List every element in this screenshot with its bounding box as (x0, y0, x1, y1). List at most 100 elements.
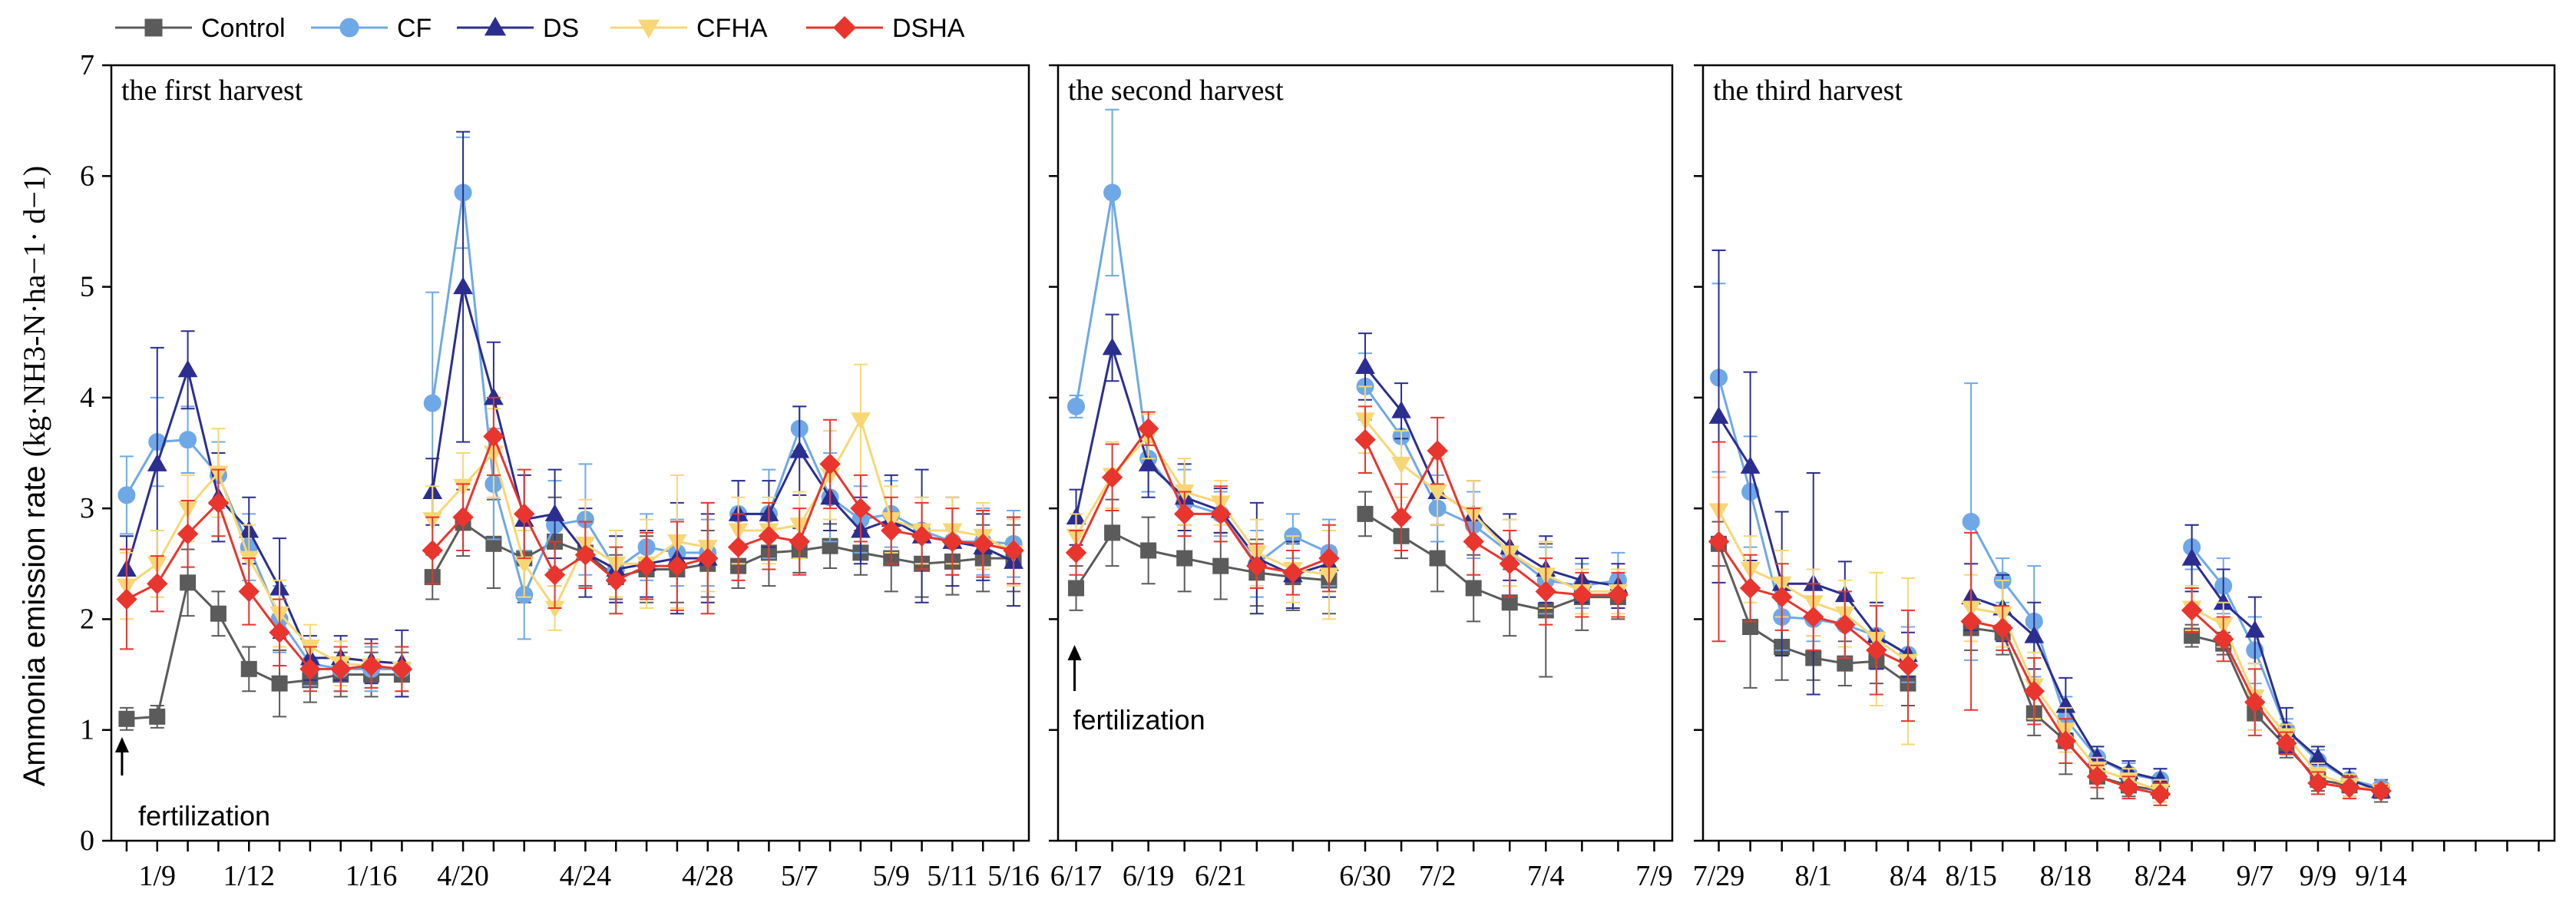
panel-title: the second harvest (1068, 74, 1284, 107)
data-point (758, 525, 780, 547)
data-point (360, 655, 382, 676)
x-tick-label: 7/9 (1635, 860, 1673, 892)
data-point (697, 547, 719, 569)
legend-marker (637, 19, 660, 39)
data-point (789, 441, 810, 458)
data-point (2244, 620, 2265, 638)
data-point (238, 580, 260, 603)
data-point (2370, 780, 2392, 802)
y-tick-label: 6 (80, 160, 94, 192)
x-tick-label: 7/4 (1527, 860, 1565, 892)
data-point (1960, 610, 1982, 633)
x-tick-label: 4/24 (560, 860, 612, 892)
legend-item-control: Control (115, 14, 286, 43)
data-point (1246, 555, 1268, 577)
data-point (881, 520, 902, 541)
data-point (179, 431, 197, 449)
data-point (1607, 584, 1629, 606)
series-ds (117, 131, 1023, 698)
legend-marker (484, 16, 507, 36)
data-point (2024, 626, 2045, 643)
series-line (431, 521, 709, 579)
legend-label: DSHA (892, 14, 965, 43)
series-cf (1710, 283, 2390, 797)
x-tick-label: 7/29 (1693, 860, 1745, 892)
data-point (819, 453, 841, 475)
x-tick-label: 4/28 (682, 860, 734, 892)
panel-title: the third harvest (1713, 74, 1903, 107)
data-point (1708, 406, 1729, 424)
series-dsha (1708, 441, 2392, 806)
data-point (452, 506, 474, 528)
chart-panels: 0 1 2 3 4 5 6 7 1/9 1/12 1/16 4/20 4/24 4/28 5/7 5/9 5/1… (80, 49, 2556, 892)
x-tick-label: 5/11 (927, 860, 977, 892)
series-cf (1067, 108, 1627, 615)
data-point (2086, 765, 2108, 788)
x-tick-label: 6/17 (1050, 860, 1103, 892)
data-point (118, 710, 135, 727)
data-point (1708, 531, 1730, 553)
legend-item-cfha: CFHA (610, 14, 768, 43)
data-point (453, 276, 473, 295)
series-line (432, 450, 709, 610)
series-cf (117, 136, 1023, 693)
legend-label: Control (201, 14, 286, 43)
data-point (544, 504, 565, 521)
x-tick-label: 6/21 (1195, 860, 1247, 892)
series-line (126, 501, 402, 670)
data-point (605, 570, 627, 591)
data-point (850, 498, 871, 519)
series-dsha (1065, 405, 1629, 626)
y-axis-title-main: Ammonia emission rate (18, 457, 51, 786)
data-point (117, 486, 136, 504)
x-tick-label: 1/9 (138, 860, 176, 892)
data-point (1065, 542, 1087, 564)
data-point (180, 574, 197, 591)
y-axis-title-unit: (kg·NH3-N·ha−1· d−1) (17, 166, 51, 457)
y-axis-label: Ammonia emission rate (kg·NH3-N·ha−1· d−… (17, 166, 51, 787)
data-point (1102, 337, 1123, 355)
data-point (1140, 542, 1157, 559)
data-point (1068, 580, 1085, 597)
data-point (1499, 553, 1520, 574)
data-point (1138, 454, 1159, 471)
data-point (423, 394, 441, 412)
legend-label: DS (543, 14, 579, 43)
data-point (2276, 732, 2297, 754)
data-point (1101, 467, 1123, 488)
data-point (210, 605, 227, 622)
series-line (125, 438, 402, 670)
x-tick-label: 5/7 (781, 860, 818, 892)
series-line (738, 544, 1014, 567)
series-line (1075, 434, 1330, 577)
data-point (1212, 557, 1229, 574)
data-point (851, 412, 871, 430)
data-point (1391, 456, 1411, 474)
data-point (1210, 503, 1232, 525)
data-point (544, 564, 566, 586)
data-point (1003, 540, 1024, 561)
data-point (2244, 691, 2266, 713)
series-dsha (116, 396, 1024, 693)
legend-item-dsha: DSHA (806, 14, 965, 43)
data-point (1391, 506, 1412, 528)
x-tick-label: 1/12 (223, 860, 275, 892)
data-point (1535, 580, 1557, 603)
panel-title: the first harvest (121, 74, 303, 107)
legend-item-cf: CF (311, 14, 432, 43)
data-point (2181, 548, 2202, 566)
data-point (299, 658, 321, 680)
series-line (432, 433, 709, 582)
data-point (177, 523, 199, 545)
y-axis-title: Ammonia emission rate (kg·NH3-N·ha−1· d−… (17, 166, 51, 787)
fertilization-arrow-head (114, 737, 129, 752)
x-tick-label: 7/2 (1419, 860, 1457, 892)
series-line (738, 416, 1014, 554)
legend-marker (144, 18, 163, 37)
data-point (2339, 777, 2360, 799)
data-point (972, 533, 994, 555)
x-tick-label: 8/24 (2135, 860, 2187, 892)
series-line (1364, 418, 1619, 593)
data-point (2055, 730, 2077, 752)
